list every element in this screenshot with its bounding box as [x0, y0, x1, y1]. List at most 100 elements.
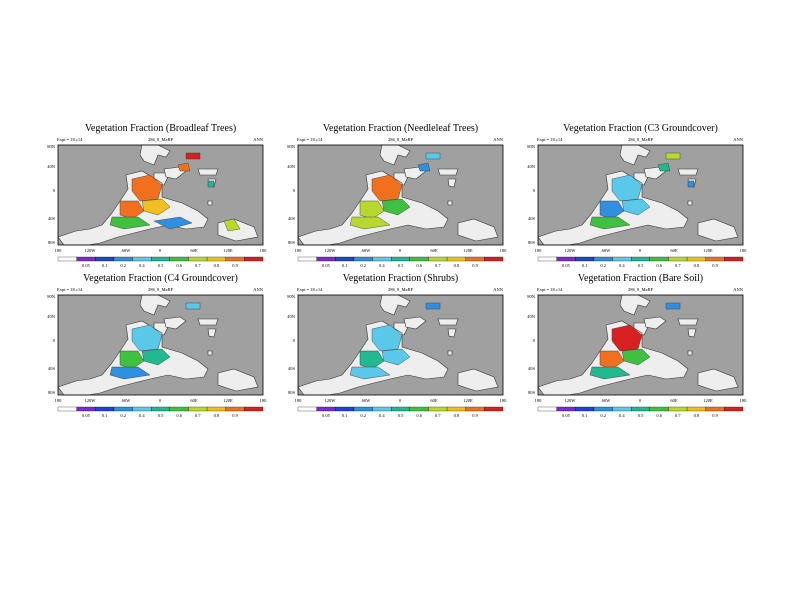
colorbar-segment [446, 406, 466, 412]
colorbar-tick-label: 0.4 [379, 413, 385, 418]
y-tick-label: 80S [48, 390, 56, 395]
season-label: ANN [733, 137, 743, 142]
y-tick-label: 40S [48, 216, 56, 221]
colorbar-tick-label: 0.8 [694, 263, 700, 268]
land-polygon [457, 368, 499, 392]
vegetation-cell [131, 174, 163, 202]
colorbar-segment [391, 406, 410, 412]
colorbar-segment [169, 256, 189, 262]
vegetation-cell [359, 350, 385, 370]
vegetation-field [109, 152, 241, 232]
vegetation-cell [381, 198, 411, 216]
colorbar-segment [428, 406, 448, 412]
y-tick-label: 0 [293, 188, 296, 193]
vegetation-cell [665, 152, 681, 160]
x-tick-label: 120W [85, 248, 97, 253]
season-label: ANN [253, 137, 263, 142]
y-tick-label: 40N [47, 164, 56, 169]
colorbar-segment [244, 406, 264, 412]
colorbar-segment [372, 406, 392, 412]
case-label: 286_8_MaRP [388, 137, 414, 142]
colorbar-segment [297, 256, 317, 262]
x-tick-label: 60E [190, 398, 198, 403]
colorbar-segment [188, 256, 208, 262]
colorbar-tick-label: 0.4 [139, 263, 145, 268]
expt-label: Expt = 18.c14 [537, 287, 563, 292]
colorbar-segment [206, 406, 226, 412]
colorbar-segment [465, 406, 485, 412]
panel-title: Vegetation Fraction (Broadleaf Trees) [85, 123, 236, 134]
land-polygon [437, 318, 459, 326]
vegetation-cell [621, 348, 651, 366]
x-tick-label: 0 [159, 248, 162, 253]
vegetation-cell [381, 348, 411, 366]
panel-title: Vegetation Fraction (Needleleaf Trees) [323, 123, 478, 134]
colorbar-segment [631, 406, 650, 412]
expt-label: Expt = 18.c14 [297, 137, 323, 142]
land-polygon [687, 200, 693, 206]
colorbar-tick-label: 0.05 [562, 413, 571, 418]
colorbar-tick-label: 0.2 [360, 413, 366, 418]
y-tick-label: 80S [48, 240, 56, 245]
x-tick-label: 180 [535, 248, 543, 253]
x-tick-label: 60W [362, 398, 372, 403]
colorbar-segment [316, 256, 336, 262]
x-tick-label: 180 [55, 248, 63, 253]
x-tick-label: 120W [325, 248, 337, 253]
x-tick-label: 120W [85, 398, 97, 403]
case-label: 286_8_MaRP [388, 287, 414, 292]
y-tick-label: 80N [47, 144, 56, 149]
x-tick-label: 60W [602, 248, 612, 253]
expt-label: Expt = 18.c14 [57, 137, 83, 142]
y-tick-label: 80S [288, 390, 296, 395]
vegetation-cell [599, 350, 625, 370]
vegetation-cell [611, 324, 643, 352]
vegetation-cell [109, 216, 151, 230]
colorbar-segment [631, 256, 650, 262]
x-tick-label: 60E [670, 248, 678, 253]
colorbar-tick-label: 0.9 [712, 413, 718, 418]
x-tick-label: 180 [740, 248, 748, 253]
colorbar-segment [668, 406, 688, 412]
colorbar-segment [686, 256, 706, 262]
x-tick-label: 180 [55, 398, 63, 403]
land-polygon [677, 318, 699, 326]
vegetation-cell [223, 218, 241, 232]
colorbar-segment [537, 256, 557, 262]
colorbar-segment [484, 256, 504, 262]
colorbar-segment [593, 256, 613, 262]
colorbar-tick-label: 0.5 [398, 263, 404, 268]
colorbar-tick-label: 0.7 [195, 263, 201, 268]
vegetation-cell [417, 162, 431, 172]
x-tick-label: 180 [500, 398, 508, 403]
colorbar-segment [151, 406, 170, 412]
colorbar-tick-label: 0.05 [322, 263, 331, 268]
colorbar-segment [391, 256, 410, 262]
colorbar-tick-label: 0.05 [82, 263, 91, 268]
vegetation-field [589, 302, 681, 380]
x-tick-label: 120W [565, 398, 577, 403]
colorbar-tick-label: 0.4 [139, 413, 145, 418]
colorbar-tick-label: 0.1 [582, 413, 588, 418]
land-polygon [687, 328, 697, 338]
colorbar-segment [76, 406, 96, 412]
colorbar-tick-label: 0.8 [214, 263, 220, 268]
vegetation-cell [589, 216, 631, 230]
y-tick-label: 40S [48, 366, 56, 371]
colorbar-segment [372, 256, 392, 262]
colorbar-segment [225, 406, 245, 412]
colorbar-segment [724, 406, 744, 412]
colorbar: 0.05 0.1 0.2 0.4 0.5 0.6 0.7 0.8 0.9 [537, 406, 744, 418]
vegetation-cell [131, 324, 163, 352]
x-tick-label: 0 [399, 248, 402, 253]
colorbar-tick-label: 0.5 [398, 413, 404, 418]
colorbar-tick-label: 0.1 [102, 413, 108, 418]
colorbar-segment [169, 406, 189, 412]
x-tick-label: 60E [430, 248, 438, 253]
colorbar-tick-label: 0.1 [342, 413, 348, 418]
colorbar: 0.05 0.1 0.2 0.4 0.5 0.6 0.7 0.8 0.9 [297, 256, 504, 268]
colorbar-tick-label: 0.05 [562, 263, 571, 268]
vegetation-cell [657, 162, 671, 172]
colorbar-segment [428, 256, 448, 262]
colorbar: 0.05 0.1 0.2 0.4 0.5 0.6 0.7 0.8 0.9 [57, 406, 264, 418]
